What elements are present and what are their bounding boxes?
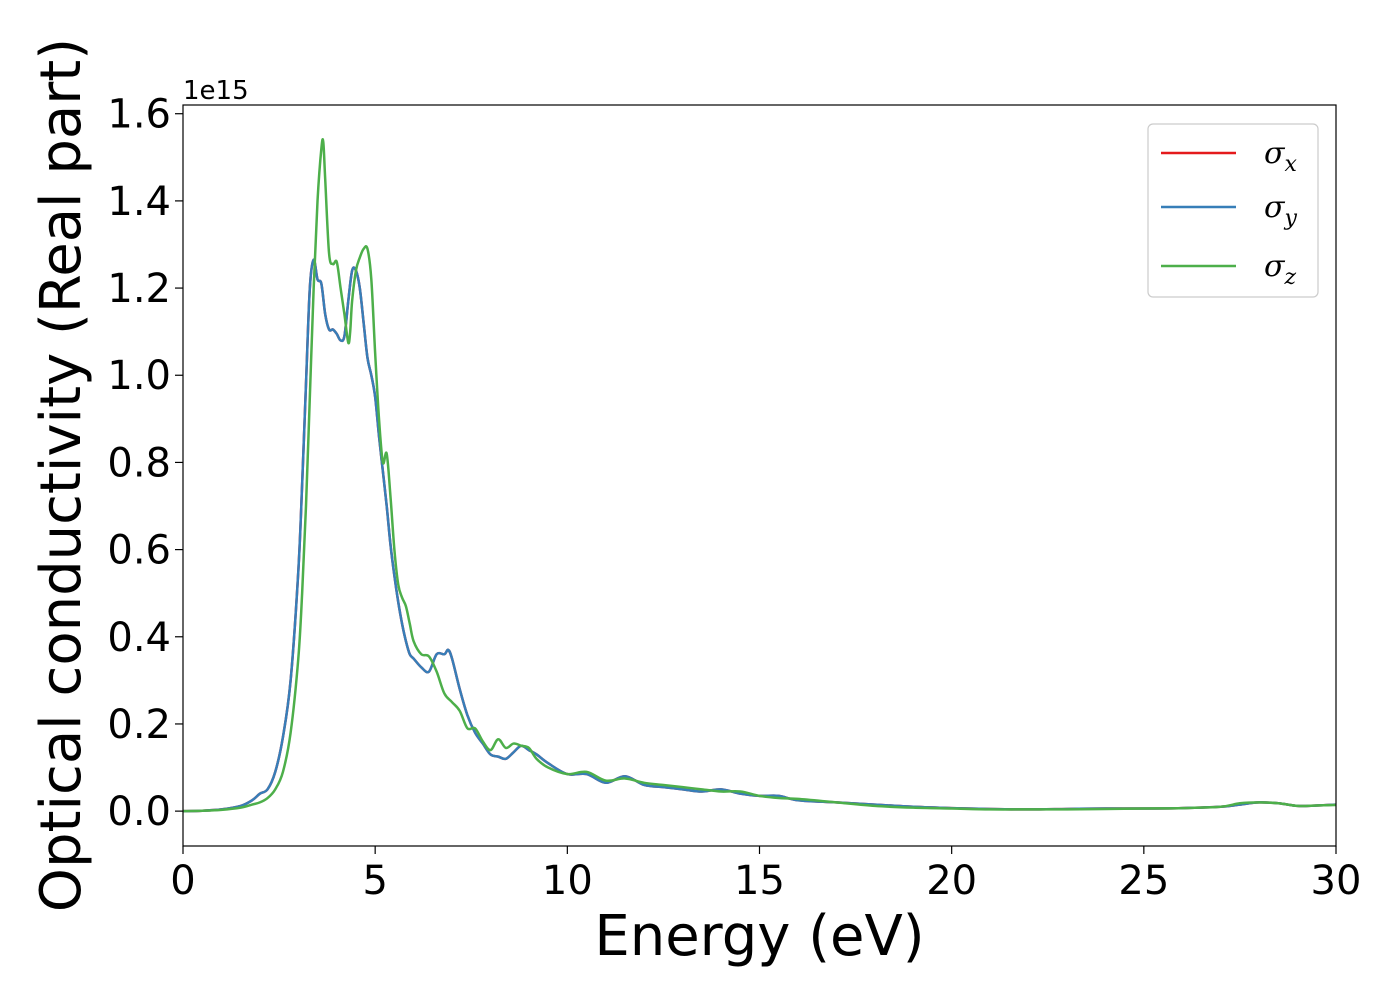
y-tick-label: 1.6 — [107, 92, 171, 138]
x-axis: 0 5 10 15 20 25 30 — [170, 846, 1361, 904]
x-tick-label: 15 — [734, 858, 785, 904]
series-layer — [183, 138, 1336, 813]
series-line-y — [183, 258, 1336, 813]
legend-symbol: σ — [1264, 249, 1286, 284]
y-axis: 0.0 0.2 0.4 0.6 0.8 1.0 1.2 1.4 1.6 — [107, 92, 183, 835]
legend-label-x: σx — [1264, 136, 1297, 177]
legend-subscript: y — [1283, 206, 1297, 231]
legend-label-y: σy — [1264, 190, 1297, 231]
legend-symbol: σ — [1264, 190, 1286, 225]
legend-symbol: σ — [1264, 136, 1286, 171]
series-line-z — [183, 138, 1336, 813]
x-tick-label: 30 — [1311, 858, 1362, 904]
plot-area — [183, 105, 1336, 846]
y-axis-title: Optical conductivity (Real part) — [29, 38, 94, 912]
x-tick-label: 5 — [362, 858, 387, 904]
x-axis-title: Energy (eV) — [594, 904, 924, 969]
legend-label-z: σz — [1264, 249, 1296, 290]
y-tick-label: 0.6 — [107, 528, 171, 574]
y-tick-label: 1.2 — [107, 266, 171, 312]
legend-frame — [1147, 123, 1319, 298]
y-tick-label: 0.8 — [107, 440, 171, 486]
x-tick-label: 0 — [170, 858, 195, 904]
y-tick-label: 1.4 — [107, 179, 171, 225]
y-offset-label: 1e15 — [183, 76, 249, 106]
legend-subscript: x — [1284, 152, 1297, 177]
x-tick-label: 10 — [542, 858, 593, 904]
y-tick-label: 0.4 — [107, 615, 171, 661]
x-tick-label: 25 — [1118, 858, 1169, 904]
y-tick-label: 1.0 — [107, 353, 171, 399]
legend-subscript: z — [1283, 265, 1296, 290]
y-tick-label: 0.0 — [107, 789, 171, 835]
y-tick-label: 0.2 — [107, 702, 171, 748]
x-tick-label: 20 — [926, 858, 977, 904]
